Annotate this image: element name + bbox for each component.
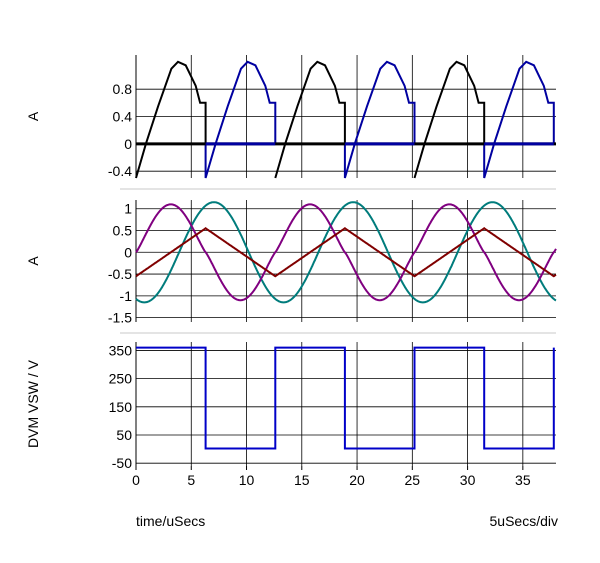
x-tick-label: 15 <box>294 472 310 488</box>
series-line <box>136 346 555 450</box>
y-axis-label: DVM VSW / V <box>25 359 41 448</box>
y-axis-label: A <box>25 111 41 121</box>
y-tick-label: -50 <box>112 455 132 471</box>
series-line <box>135 203 557 302</box>
y-tick-label: 0.4 <box>113 109 133 125</box>
y-tick-label: -0.4 <box>108 163 132 179</box>
x-axis-division-label: 5uSecs/div <box>489 513 558 529</box>
x-tick-label: 20 <box>349 472 365 488</box>
y-tick-label: 0 <box>124 244 132 260</box>
series-line <box>135 227 557 278</box>
y-tick-label: 150 <box>109 399 133 415</box>
y-tick-label: -0.5 <box>108 266 132 282</box>
x-tick-label: 0 <box>132 472 140 488</box>
y-tick-label: 1 <box>124 201 132 217</box>
x-tick-label: 35 <box>515 472 531 488</box>
y-tick-label: -1.5 <box>108 310 132 326</box>
x-tick-label: 10 <box>239 472 255 488</box>
series-line <box>204 60 555 179</box>
y-axis-label: A <box>25 256 41 266</box>
y-tick-label: 250 <box>109 371 133 387</box>
y-tick-label: -1 <box>120 288 133 304</box>
y-tick-label: 50 <box>116 427 132 443</box>
y-tick-label: 0.8 <box>113 81 133 97</box>
y-tick-label: 0 <box>124 136 132 152</box>
x-axis-label: time/uSecs <box>136 513 206 529</box>
series-line <box>135 201 557 304</box>
x-tick-label: 25 <box>405 472 421 488</box>
y-tick-label: 350 <box>109 342 133 358</box>
y-tick-label: 0.5 <box>113 223 133 239</box>
x-tick-label: 30 <box>460 472 476 488</box>
x-tick-label: 5 <box>187 472 195 488</box>
series-line <box>135 60 486 179</box>
